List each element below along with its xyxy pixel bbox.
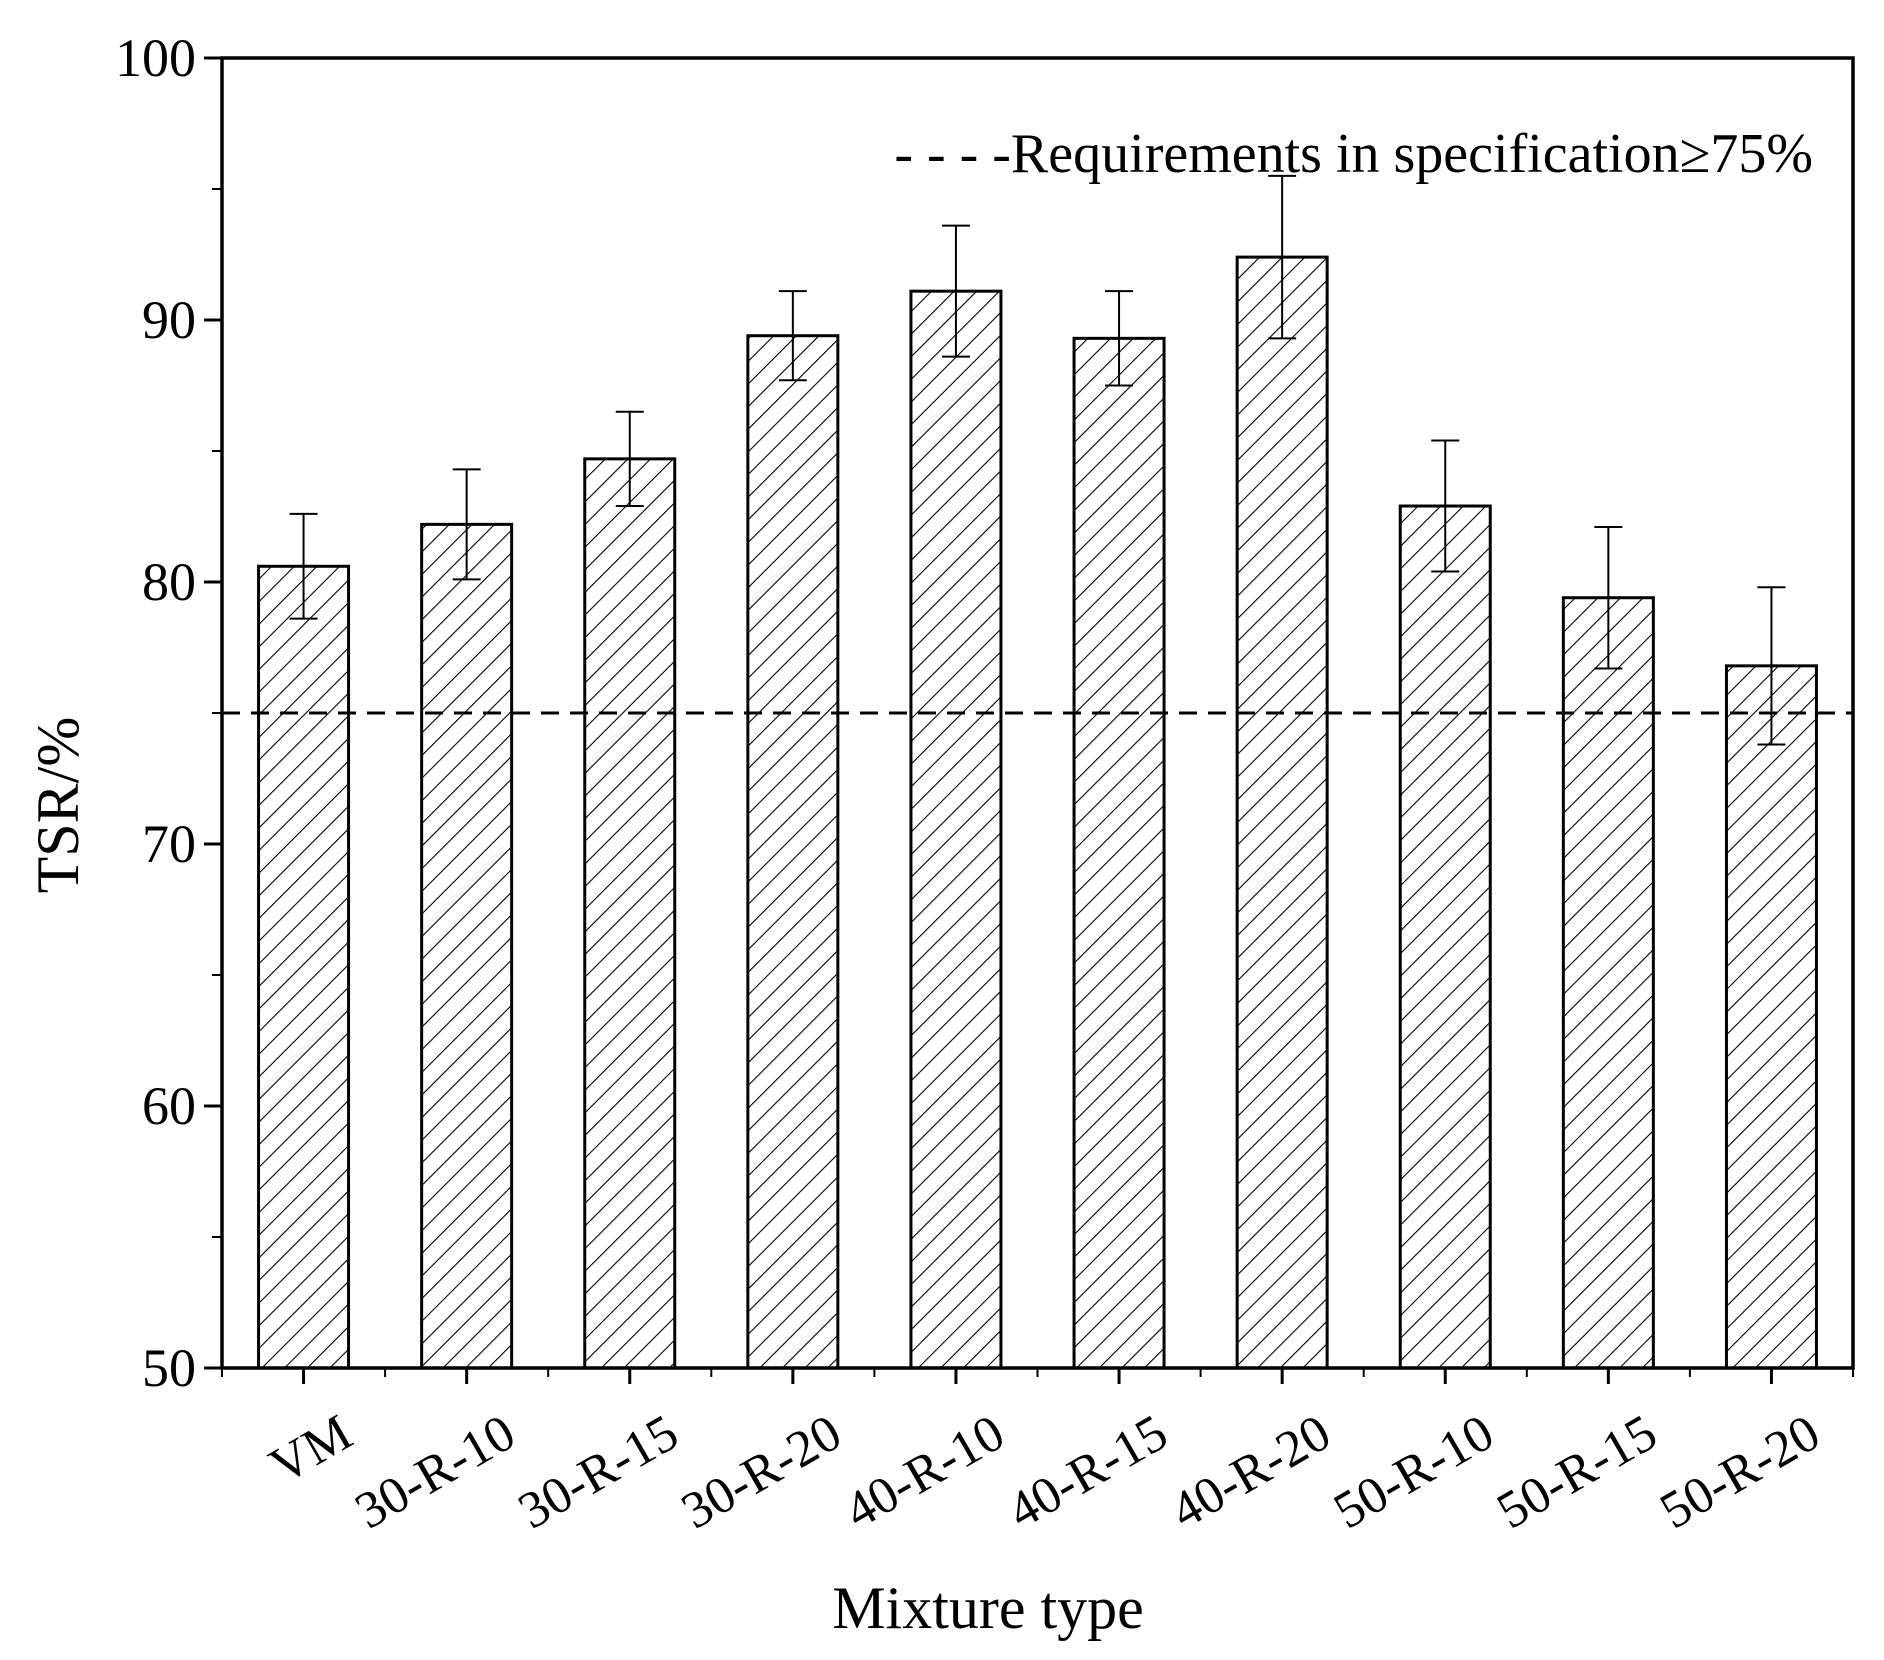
- y-tick-label: 80: [142, 552, 196, 612]
- y-tick-label: 60: [142, 1076, 196, 1136]
- bar: [257, 564, 351, 1370]
- bar: [420, 522, 514, 1370]
- y-tick-label: 90: [142, 290, 196, 350]
- x-tick-label: 40-R-10: [835, 1404, 1014, 1540]
- plot-frame: [220, 56, 1855, 1370]
- x-axis-title: Mixture type: [832, 1575, 1144, 1641]
- bar: [1561, 596, 1655, 1370]
- x-tick-label: VM: [260, 1404, 361, 1495]
- plot-area: VM30-R-1030-R-1530-R-2040-R-1040-R-1540-…: [115, 28, 1855, 1540]
- y-tick-label: 100: [115, 28, 196, 88]
- x-tick-label: 40-R-15: [998, 1404, 1177, 1540]
- x-tick-label: 50-R-10: [1325, 1404, 1504, 1540]
- bar: [909, 289, 1003, 1370]
- bar: [1072, 336, 1166, 1370]
- bar: [1724, 664, 1818, 1370]
- y-axis-title: TSR/%: [25, 717, 91, 894]
- x-tick-label: 40-R-20: [1162, 1404, 1341, 1540]
- x-tick-label: 30-R-10: [346, 1404, 525, 1540]
- x-tick-label: 50-R-20: [1651, 1404, 1830, 1540]
- y-tick-label: 50: [142, 1338, 196, 1398]
- bar: [746, 334, 840, 1370]
- bar: [1235, 255, 1329, 1370]
- x-tick-label: 30-R-20: [672, 1404, 851, 1540]
- x-tick-label: 30-R-15: [509, 1404, 688, 1540]
- legend-reference-line: - - - -Requirements in specification≥75%: [894, 123, 1813, 185]
- bar: [583, 457, 677, 1370]
- bar: [1398, 504, 1492, 1370]
- y-tick-label: 70: [142, 814, 196, 874]
- x-tick-label: 50-R-15: [1488, 1404, 1667, 1540]
